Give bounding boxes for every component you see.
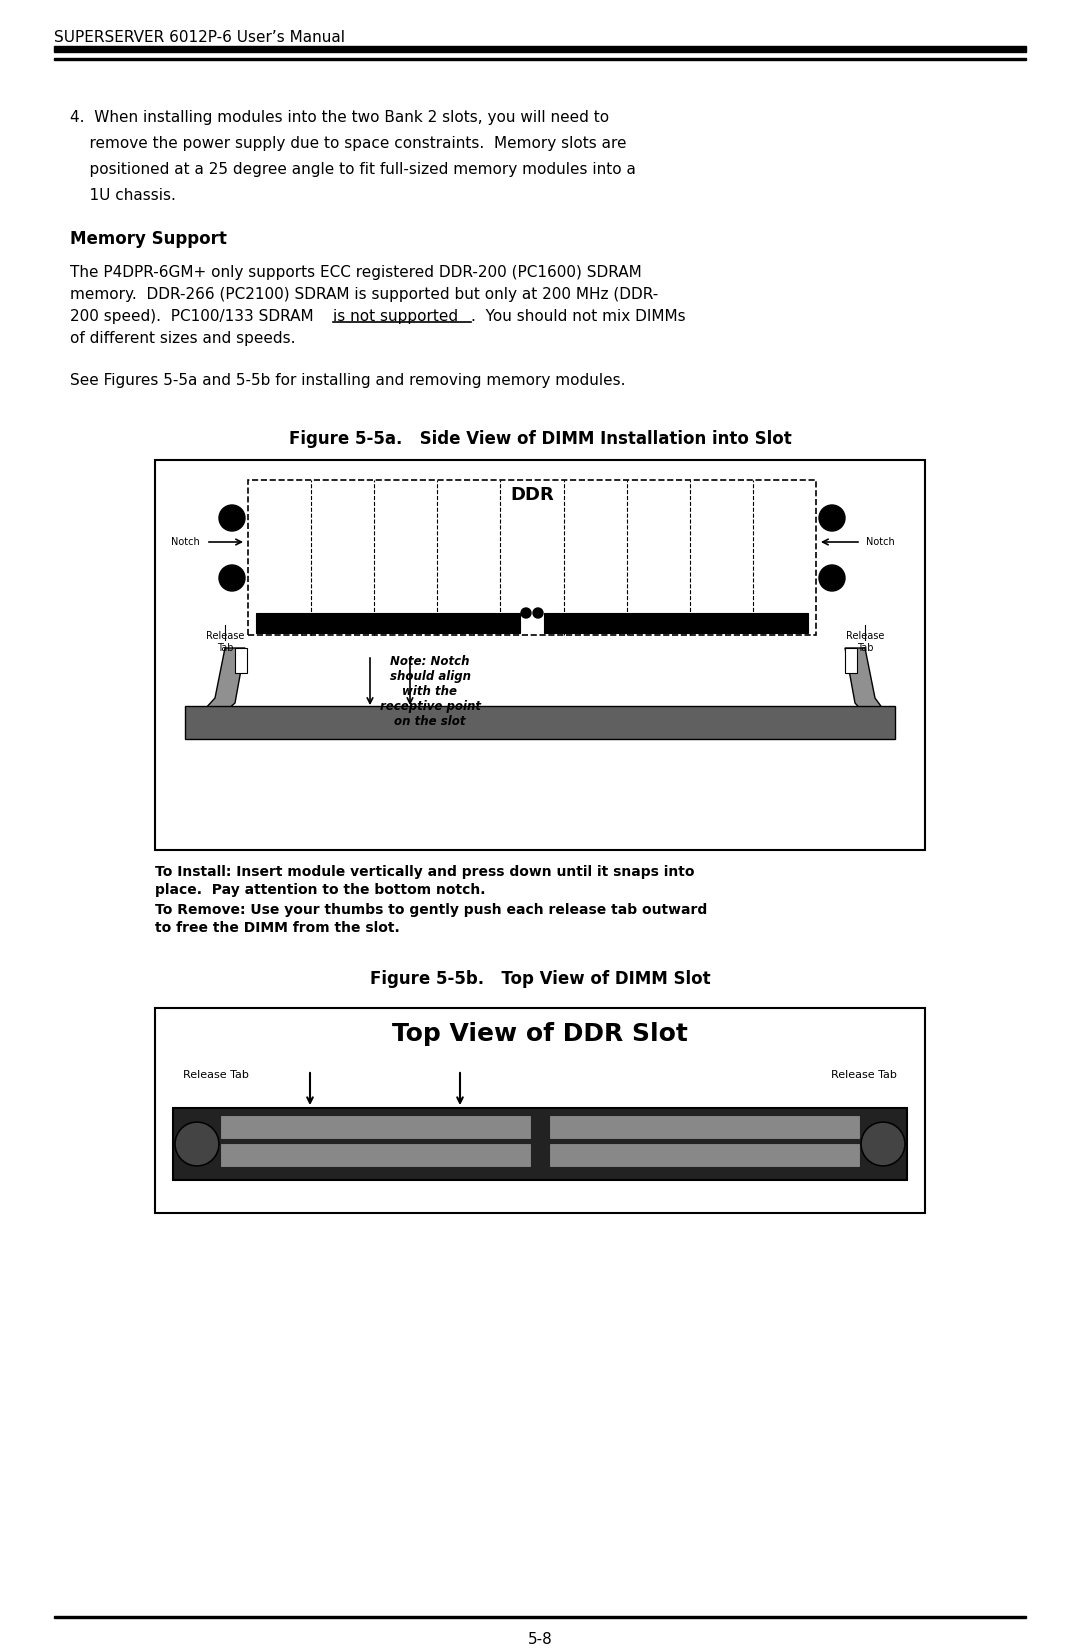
Text: Notch: Notch (866, 537, 894, 547)
Text: Note: Notch
should align
with the
receptive point
on the slot: Note: Notch should align with the recept… (379, 654, 481, 728)
Circle shape (521, 608, 531, 618)
Bar (221, 1116, 530, 1139)
Text: memory.  DDR-266 (PC2100) SDRAM is supported but only at 200 MHz (DDR-: memory. DDR-266 (PC2100) SDRAM is suppor… (70, 287, 658, 302)
Text: 200 speed).  PC100/133 SDRAM: 200 speed). PC100/133 SDRAM (70, 310, 319, 325)
Text: Release
Tab: Release Tab (206, 631, 244, 653)
Bar (54, 46, 1026, 53)
Text: Figure 5-5b.   Top View of DIMM Slot: Figure 5-5b. Top View of DIMM Slot (369, 971, 711, 989)
Text: See Figures 5-5a and 5-5b for installing and removing memory modules.: See Figures 5-5a and 5-5b for installing… (70, 372, 625, 387)
Bar (256, 613, 519, 633)
Bar (550, 1144, 859, 1167)
Bar (54, 1617, 1026, 1618)
Bar (845, 648, 858, 672)
Text: place.  Pay attention to the bottom notch.: place. Pay attention to the bottom notch… (156, 883, 486, 897)
Text: .  You should not mix DIMMs: . You should not mix DIMMs (471, 310, 686, 325)
Circle shape (534, 608, 543, 618)
Circle shape (175, 1122, 219, 1167)
Text: remove the power supply due to space constraints.  Memory slots are: remove the power supply due to space con… (70, 137, 626, 152)
Text: SUPERSERVER 6012P-6 User’s Manual: SUPERSERVER 6012P-6 User’s Manual (54, 30, 345, 44)
Text: Release
Tab: Release Tab (846, 631, 885, 653)
Text: Notch: Notch (172, 537, 200, 547)
Bar (235, 648, 247, 672)
Circle shape (219, 504, 245, 531)
Polygon shape (195, 648, 245, 727)
Bar (185, 705, 895, 738)
Bar (550, 1116, 859, 1139)
Text: To Remove: Use your thumbs to gently push each release tab outward: To Remove: Use your thumbs to gently pus… (156, 903, 707, 916)
Text: Memory Support: Memory Support (70, 231, 227, 247)
Text: positioned at a 25 degree angle to fit full-sized memory modules into a: positioned at a 25 degree angle to fit f… (70, 162, 636, 176)
Bar (156, 1009, 924, 1213)
Bar (221, 1144, 530, 1167)
Text: is not supported: is not supported (333, 310, 458, 325)
Circle shape (861, 1122, 905, 1167)
Text: of different sizes and speeds.: of different sizes and speeds. (70, 331, 296, 346)
Text: Release Tab: Release Tab (832, 1070, 897, 1079)
Text: To Install: Insert module vertically and press down until it snaps into: To Install: Insert module vertically and… (156, 865, 694, 878)
Circle shape (819, 565, 845, 592)
Circle shape (219, 565, 245, 592)
Bar (248, 480, 816, 634)
Text: DDR: DDR (510, 486, 554, 504)
Bar (54, 58, 1026, 59)
Text: The P4DPR-6GM+ only supports ECC registered DDR-200 (PC1600) SDRAM: The P4DPR-6GM+ only supports ECC registe… (70, 265, 642, 280)
Bar (544, 613, 808, 633)
Circle shape (819, 504, 845, 531)
Text: 1U chassis.: 1U chassis. (70, 188, 176, 203)
Text: Top View of DDR Slot: Top View of DDR Slot (392, 1022, 688, 1046)
Text: to free the DIMM from the slot.: to free the DIMM from the slot. (156, 921, 400, 934)
Bar (173, 1107, 907, 1180)
Text: Figure 5-5a.   Side View of DIMM Installation into Slot: Figure 5-5a. Side View of DIMM Installat… (288, 430, 792, 448)
Bar (156, 460, 924, 850)
Text: Release Tab: Release Tab (183, 1070, 248, 1079)
Text: 4.  When installing modules into the two Bank 2 slots, you will need to: 4. When installing modules into the two … (70, 110, 609, 125)
Polygon shape (845, 648, 891, 727)
Text: 5-8: 5-8 (528, 1632, 552, 1646)
